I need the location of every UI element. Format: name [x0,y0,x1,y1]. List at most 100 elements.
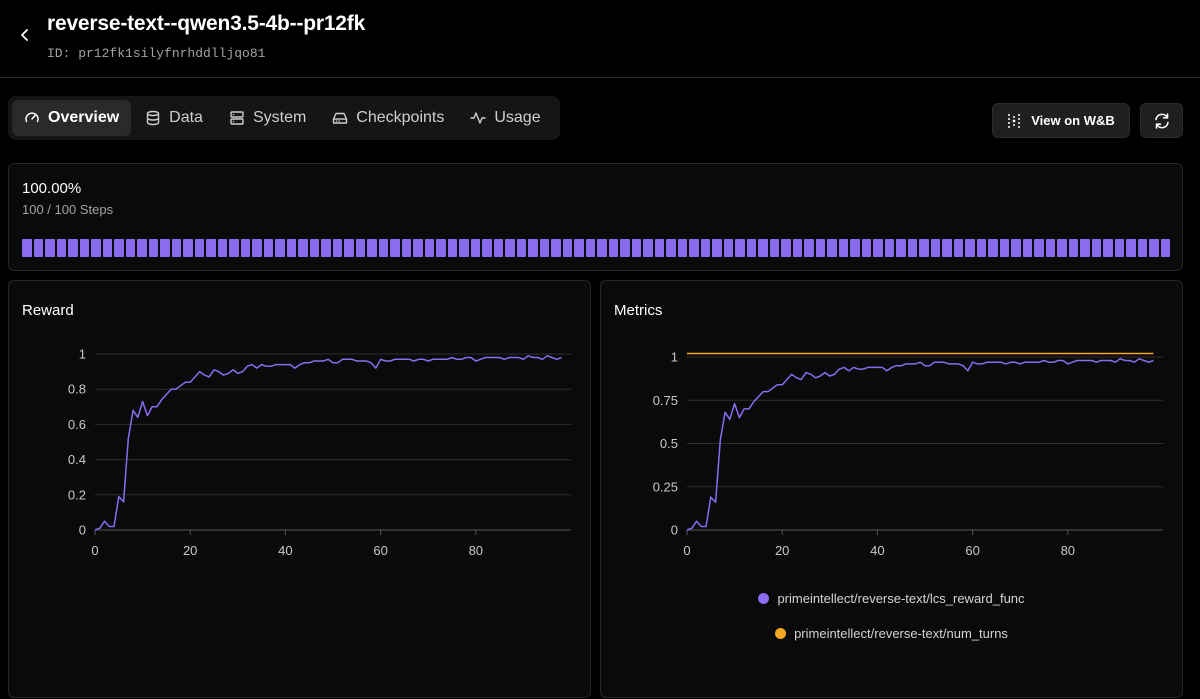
x-tick-label: 0 [683,543,690,558]
progress-segment [447,239,457,257]
back-button[interactable] [14,24,36,46]
progress-segment [160,239,170,257]
x-tick-label: 60 [965,543,979,558]
legend-item-num-turns[interactable]: primeintellect/reverse-text/num_turns [600,626,1183,641]
tab-usage[interactable]: Usage [458,100,552,136]
progress-segment [33,239,43,257]
progress-segment [286,239,296,257]
progress-segment [976,239,986,257]
tab-system[interactable]: System [217,100,318,136]
progress-segment [712,239,722,257]
tab-checkpoints[interactable]: Checkpoints [320,100,456,136]
tab-data[interactable]: Data [133,100,215,136]
run-id: ID: pr12fk1silyfnrhddlljqo81 [47,46,266,61]
progress-segment [321,239,331,257]
legend-dot [775,628,787,639]
x-tick-label: 40 [870,543,884,558]
progress-segment [505,239,515,257]
reward-chart-card: Reward 0 0.2 0.4 0.6 0.8 1 0 20 40 60 80 [8,280,591,698]
progress-segment [1068,239,1078,257]
y-tick-label: 1 [79,347,86,362]
x-tick-label: 20 [183,543,197,558]
progress-segment [654,239,664,257]
progress-segment [919,239,929,257]
tab-bar: Overview Data System Checkpoints Usage [8,96,560,140]
progress-segment [528,239,538,257]
progress-segment [1091,239,1101,257]
wandb-icon [1008,113,1021,128]
progress-segment [229,239,239,257]
page-header: reverse-text--qwen3.5-4b--pr12fk ID: pr1… [0,0,1200,78]
progress-segment [1057,239,1067,257]
progress-segment [1126,239,1136,257]
progress-segment [194,239,204,257]
x-tick-label: 40 [278,543,292,558]
progress-segment [1160,239,1170,257]
progress-segment [413,239,423,257]
legend-dot [758,593,770,604]
progress-segment [781,239,791,257]
chevron-left-icon [21,29,28,41]
tab-overview[interactable]: Overview [12,100,132,136]
metrics-chart-card: Metrics 0 0.25 0.5 0.75 1 0 20 40 60 80 [600,280,1183,698]
progress-segment [930,239,940,257]
progress-segment [643,239,653,257]
progress-segment [1045,239,1055,257]
progress-segment [1022,239,1032,257]
progress-segment [424,239,434,257]
y-tick-label: 0 [671,523,678,538]
refresh-icon [1154,112,1169,129]
progress-segment [942,239,952,257]
tab-label: System [252,109,307,126]
progress-segment [884,239,894,257]
progress-segment [516,239,526,257]
progress-segment [240,239,250,257]
legend-item-lcs-reward[interactable]: primeintellect/reverse-text/lcs_reward_f… [600,591,1183,606]
progress-segment [217,239,227,257]
progress-segment [102,239,112,257]
progress-segment [68,239,78,257]
refresh-button[interactable] [1140,103,1183,138]
wandb-label: View on W&B [1031,113,1115,128]
progress-segment [1011,239,1021,257]
progress-segment [1137,239,1147,257]
y-tick-label: 0.5 [660,436,678,451]
progress-segment [470,239,480,257]
tab-label: Checkpoints [356,109,445,126]
progress-segment [56,239,66,257]
y-tick-label: 0 [79,523,86,538]
progress-segment [873,239,883,257]
progress-segment [792,239,802,257]
y-tick-label: 0.75 [653,393,678,408]
reward-chart: 0 0.2 0.4 0.6 0.8 1 0 20 40 60 80 [68,347,571,558]
progress-segment [482,239,492,257]
progress-segment [252,239,262,257]
x-tick-label: 20 [775,543,789,558]
view-on-wandb-button[interactable]: View on W&B [992,103,1130,138]
progress-segment [114,239,124,257]
progress-segment [758,239,768,257]
progress-card: 100.00% 100 / 100 Steps [8,163,1183,271]
y-tick-label: 0.25 [653,479,678,494]
progress-segment [344,239,354,257]
progress-segment [827,239,837,257]
tab-label: Data [169,109,203,126]
progress-segment [367,239,377,257]
progress-segment [183,239,193,257]
progress-segment [1149,239,1159,257]
metrics-chart: 0 0.25 0.5 0.75 1 0 20 40 60 80 [653,350,1163,558]
progress-segment [551,239,561,257]
legend-label: primeintellect/reverse-text/lcs_reward_f… [777,591,1025,606]
progress-segment [838,239,848,257]
progress-segment [459,239,469,257]
progress-segment [585,239,595,257]
progress-segment [539,239,549,257]
progress-segment [45,239,55,257]
progress-segment [769,239,779,257]
progress-segment [953,239,963,257]
progress-segment [148,239,158,257]
y-tick-label: 0.2 [68,487,86,502]
progress-segment [79,239,89,257]
database-icon [146,110,160,126]
progress-segment [988,239,998,257]
